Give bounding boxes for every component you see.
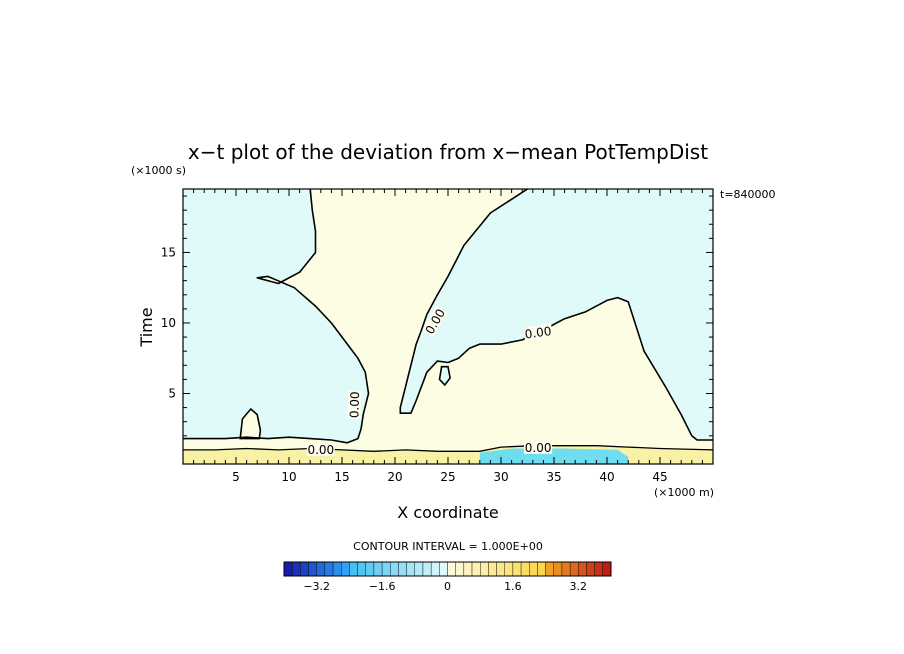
contour-label: 0.00 — [523, 323, 553, 342]
colorbar-cell — [545, 561, 554, 577]
colorbar-cell — [300, 561, 309, 577]
colorbar-cell — [357, 561, 366, 577]
colorbar-cell — [316, 561, 326, 577]
colorbar-cell — [341, 561, 350, 577]
x-tick-label: 30 — [493, 470, 508, 484]
contour-label: 0.00 — [524, 440, 553, 455]
x-tick-label: 45 — [652, 470, 667, 484]
colorbar-cell — [324, 561, 334, 577]
colorbar: −3.2 −1.6 0 1.6 3.2 — [283, 561, 612, 593]
colorbar-cell — [422, 561, 432, 577]
x-tick-label: 40 — [599, 470, 614, 484]
colorbar-cell — [414, 561, 424, 577]
colorbar-cell — [520, 561, 530, 577]
colorbar-cell — [455, 561, 465, 577]
colorbar-cell — [398, 561, 407, 577]
colorbar-cell — [447, 561, 456, 577]
colorbar-tick-label: −1.6 — [369, 580, 396, 593]
zero-contour-lower — [183, 445, 713, 452]
x-tick-label: 10 — [281, 470, 296, 484]
colorbar-cell — [365, 561, 375, 577]
x-tick-label: 35 — [546, 470, 561, 484]
colorbar-cell — [602, 561, 612, 577]
y-axis-label: Time — [137, 307, 156, 347]
axis-ticks: 5 10 15 20 25 30 35 40 45 5 10 15 — [161, 189, 713, 484]
colorbar-cell — [569, 561, 579, 577]
colorbar-cell — [381, 561, 391, 577]
y-tick-label: 10 — [161, 316, 176, 330]
colorbar-cell — [504, 561, 514, 577]
colorbar-cell — [406, 561, 416, 577]
colorbar-cell — [349, 561, 358, 577]
x-tick-label: 15 — [334, 470, 349, 484]
colorbar-cell — [471, 561, 481, 577]
colorbar-cell — [480, 561, 489, 577]
colorbar-cell — [537, 561, 546, 577]
contour-label: 0.00 — [347, 390, 362, 420]
colorbar-cell — [373, 561, 383, 577]
colorbar-tick-label: 3.2 — [570, 580, 588, 593]
colorbar-cell — [390, 561, 399, 577]
colorbar-cell — [561, 561, 571, 577]
colorbar-cell — [291, 561, 301, 577]
colorbar-tick-label: 1.6 — [504, 580, 522, 593]
closed-zero-contour — [438, 365, 451, 387]
contour-label-text: 0.00 — [525, 441, 552, 455]
y-tick-label: 5 — [168, 386, 176, 400]
colorbar-cell — [283, 561, 293, 577]
positive-region — [183, 189, 713, 464]
y-tick-label: 15 — [161, 245, 176, 259]
colorbar-cell — [578, 561, 587, 577]
y-unit-label: (×1000 s) — [131, 164, 186, 177]
colorbar-cell — [488, 561, 497, 577]
chart-title: x−t plot of the deviation from x−mean Po… — [188, 140, 708, 164]
contour-label-text: 0.00 — [524, 324, 552, 342]
contour-label: 0.00 — [306, 442, 335, 457]
contour-interval-text: CONTOUR INTERVAL = 1.000E+00 — [353, 540, 543, 553]
colorbar-cell — [553, 561, 563, 577]
zero-contour-left — [183, 189, 370, 444]
x-axis-label: X coordinate — [397, 503, 498, 522]
zero-contour-right — [399, 189, 713, 441]
colorbar-cell — [594, 561, 604, 577]
colorbar-tick-label: −3.2 — [303, 580, 330, 593]
x-tick-label: 5 — [232, 470, 240, 484]
colorbar-cell — [463, 561, 473, 577]
plot-area: 0.000.00 0.000.000.00 — [183, 189, 713, 464]
colorbar-cell — [332, 561, 342, 577]
x-tick-label: 25 — [440, 470, 455, 484]
time-stamp: t=840000 — [720, 188, 776, 201]
colorbar-cell — [430, 561, 440, 577]
colorbar-cell — [439, 561, 448, 577]
colorbar-cell — [586, 561, 595, 577]
colorbar-cell — [529, 561, 538, 577]
contour-label-text: 0.00 — [307, 443, 334, 457]
colorbar-cell — [496, 561, 505, 577]
x-unit-label: (×1000 m) — [654, 486, 714, 499]
contour-label-text: 0.00 — [347, 391, 362, 418]
x-tick-label: 20 — [387, 470, 402, 484]
colorbar-cell — [308, 561, 317, 577]
cool-band — [479, 448, 629, 464]
colorbar-frame — [283, 561, 612, 577]
colorbar-cell — [512, 561, 522, 577]
colorbar-tick-label: 0 — [444, 580, 451, 593]
